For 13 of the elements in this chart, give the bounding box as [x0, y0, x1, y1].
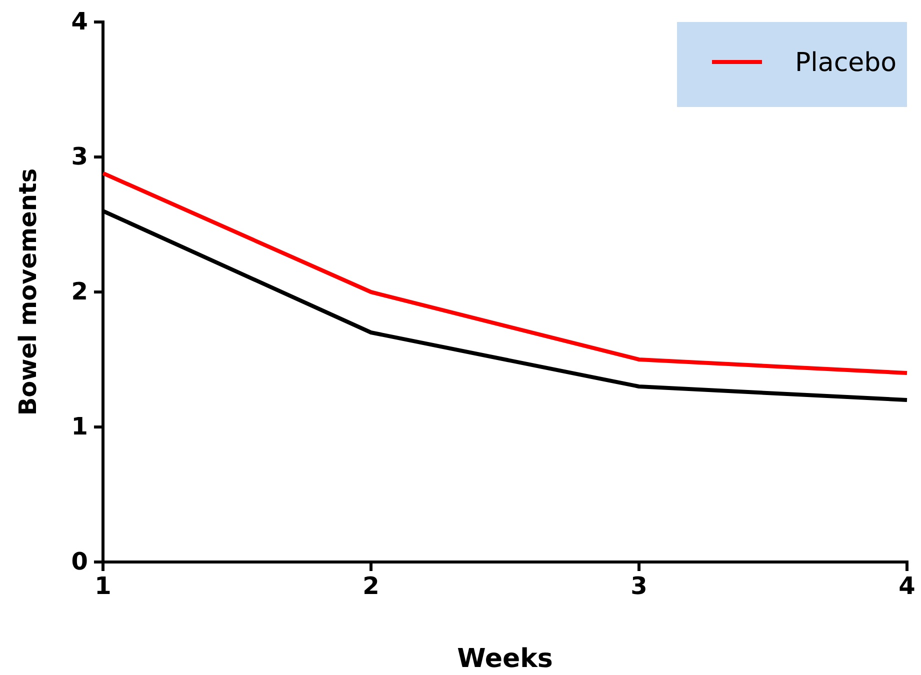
x-axis-title: Weeks	[457, 644, 553, 674]
y-tick-label: 2	[71, 278, 88, 306]
x-tick-label: 1	[94, 572, 112, 600]
y-axis-title: Bowel movements	[14, 168, 42, 416]
x-tick-label: 3	[630, 572, 648, 600]
y-tick-label: 3	[71, 142, 88, 171]
y-tick-label: 1	[71, 412, 88, 441]
x-tick-label: 4	[898, 572, 916, 600]
line-series	[101, 171, 909, 375]
y-tick-label: 0	[71, 548, 88, 576]
x-tick-label: 2	[362, 572, 380, 600]
y-tick-label: 4	[71, 8, 88, 36]
legend-label: Placebo	[795, 48, 897, 78]
